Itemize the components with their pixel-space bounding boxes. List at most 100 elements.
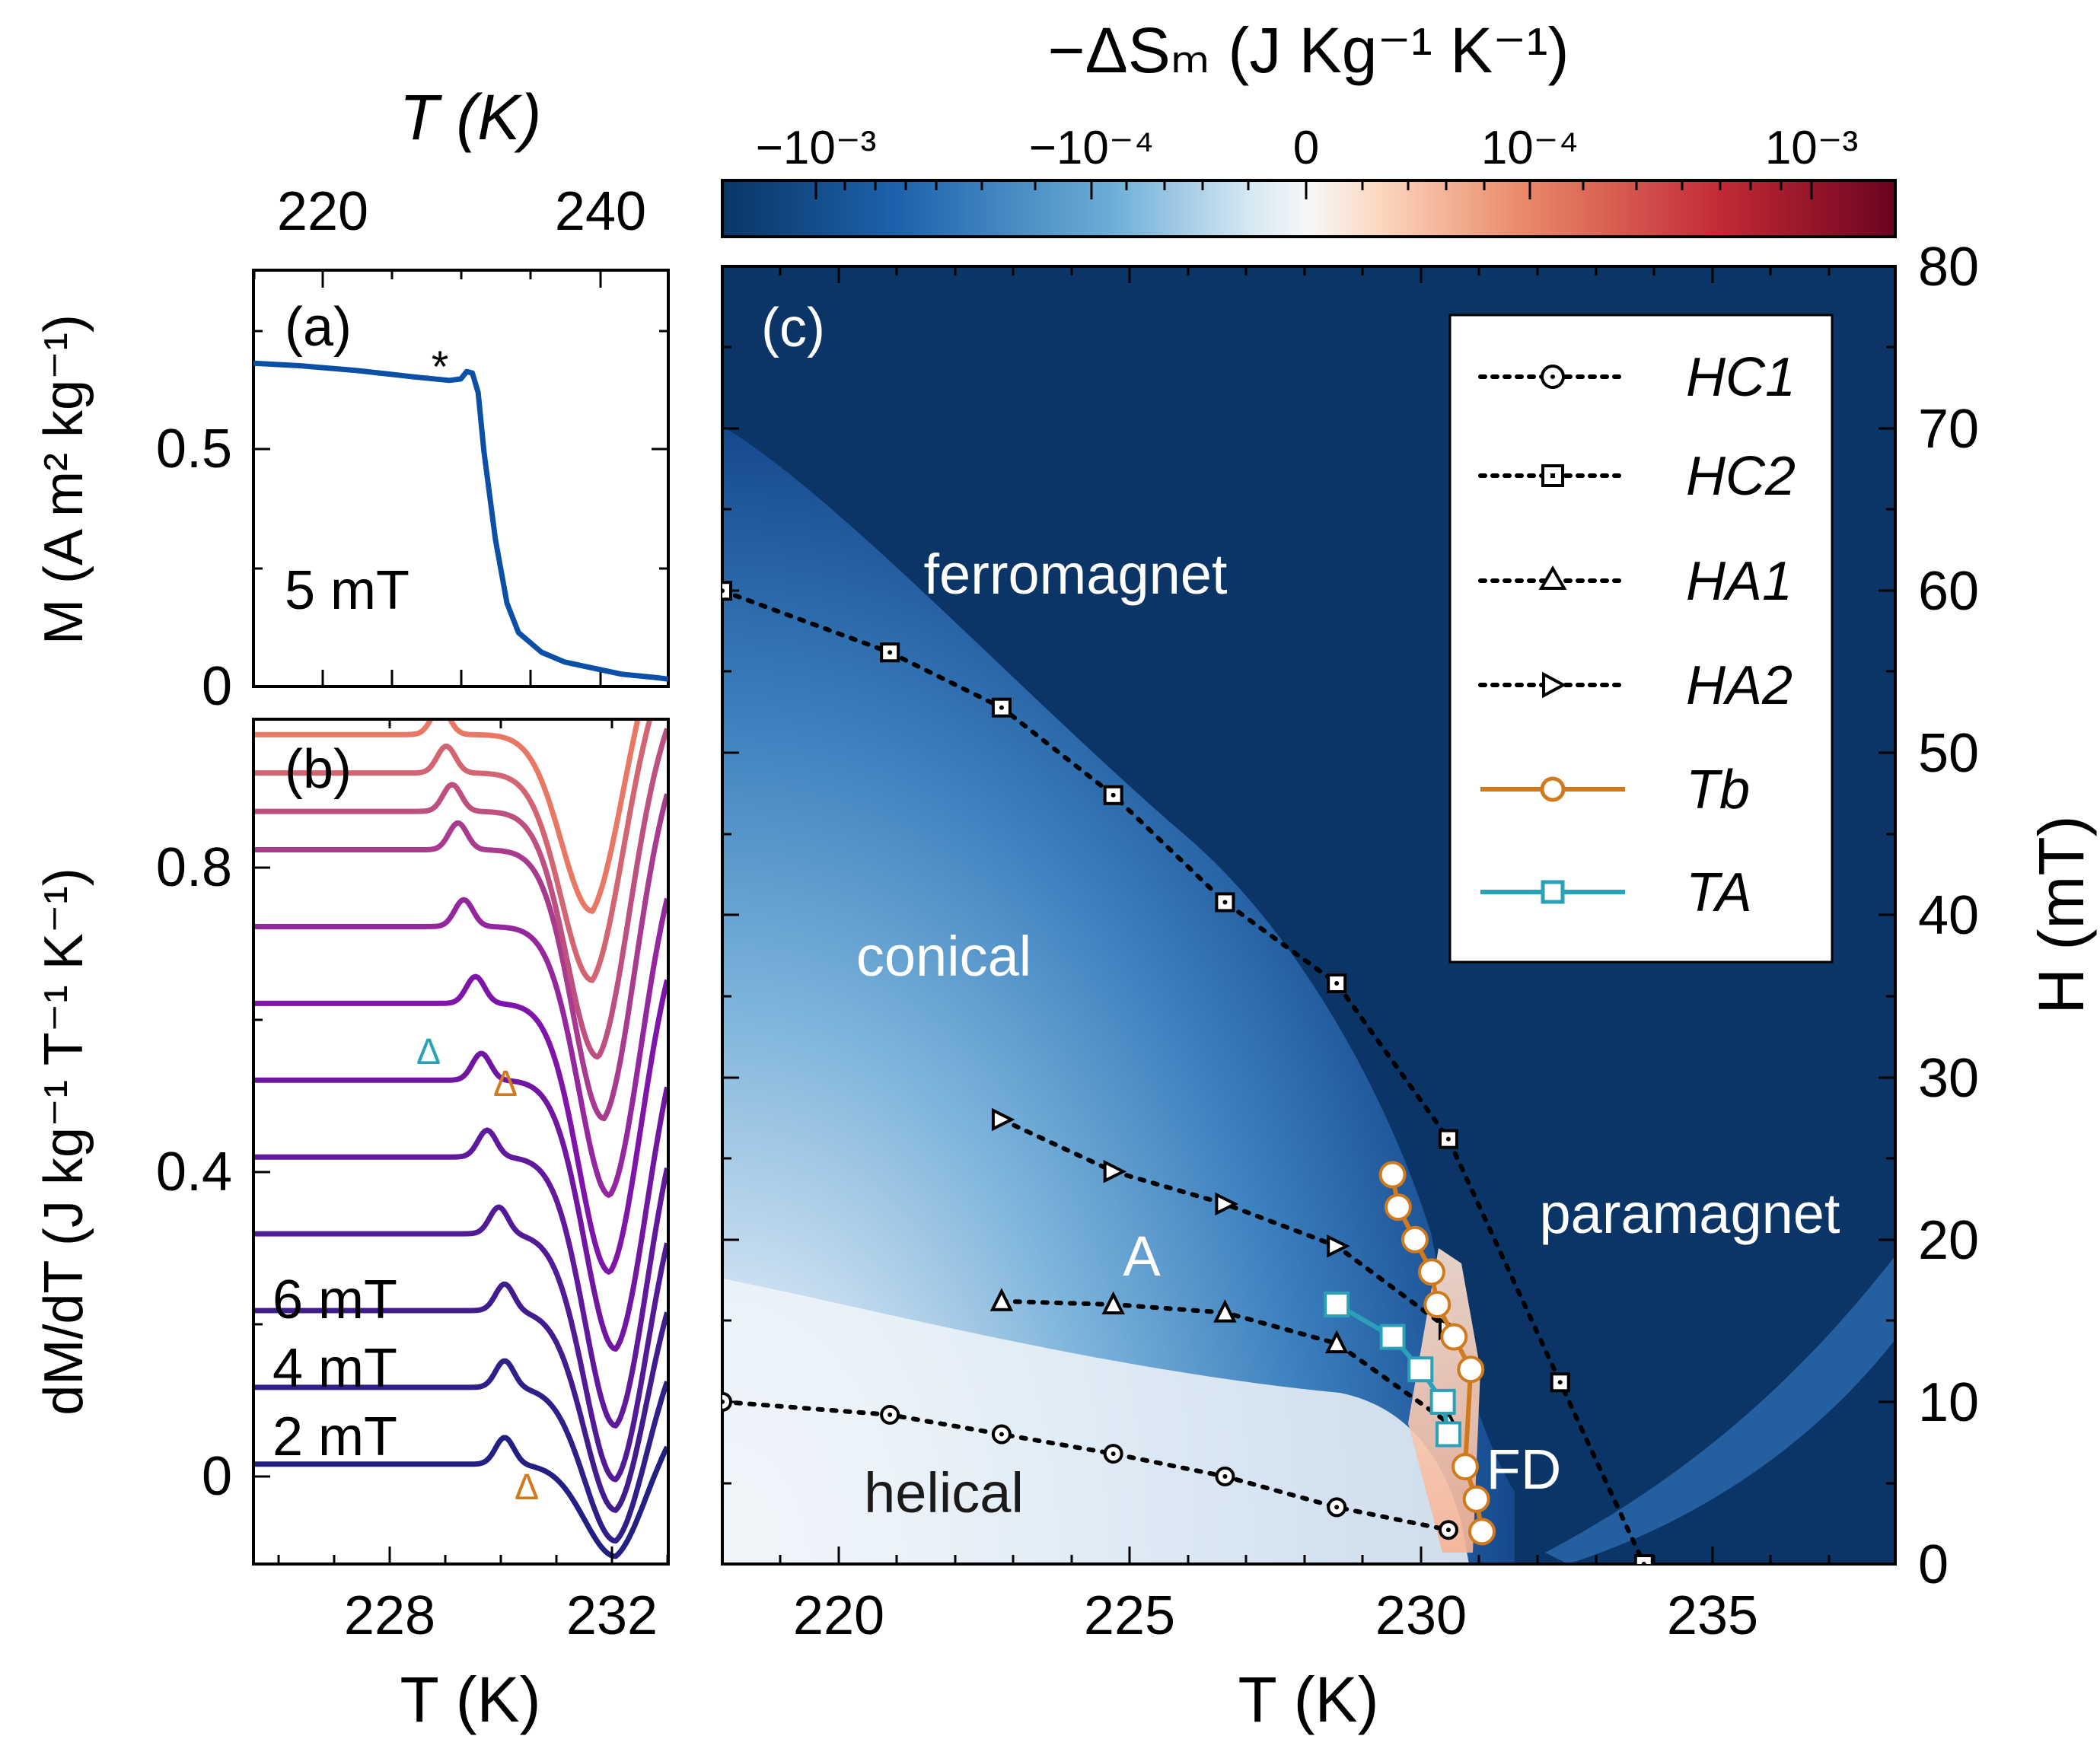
panel-c-xtick-label: 235 — [1667, 1585, 1758, 1646]
data-point-center — [1222, 900, 1228, 905]
panel-b-field-label: 2 mT — [272, 1406, 397, 1467]
series-hc1 — [722, 1391, 1458, 1540]
data-point-tb — [1457, 1355, 1485, 1384]
dmdt-curve — [253, 719, 653, 983]
panel-b-xtick-label: 232 — [566, 1585, 658, 1646]
legend-marker-triangle — [1538, 565, 1567, 590]
dmdt-curve — [253, 719, 641, 914]
legend-entry-ta: TA — [1480, 862, 1752, 923]
data-point-hc2 — [722, 581, 732, 601]
legend-label-ta: TA — [1686, 862, 1752, 923]
data-point-center — [887, 1412, 893, 1417]
panel-b-ticks — [253, 719, 669, 1564]
panel-c-ytick-label: 40 — [1918, 885, 1979, 946]
region-label-a: A — [1123, 1225, 1161, 1288]
data-point-ta — [1324, 1292, 1350, 1317]
legend-marker-circle — [1540, 776, 1566, 802]
colorbar-bar — [721, 179, 1897, 238]
data-point-tb — [1401, 1225, 1429, 1253]
data-point-ha1 — [989, 1288, 1014, 1311]
region-label-ferromagnet: ferromagnet — [924, 543, 1228, 606]
panel-c-series — [722, 581, 1654, 1564]
series-line-hc2 — [722, 588, 1646, 1564]
dmdt-curve — [253, 1204, 668, 1483]
dmdt-curve — [253, 897, 668, 1198]
data-point-tb — [1440, 1323, 1468, 1351]
data-point-ta — [1379, 1324, 1406, 1350]
colorbar-tick-label: −10⁻³ — [756, 122, 877, 174]
panel-c-ytick-label: 10 — [1918, 1372, 1979, 1433]
panel-c-ytick-label: 0 — [1918, 1534, 1949, 1595]
panel-b-ytick-label: 0.4 — [156, 1142, 232, 1203]
panel-c-ylabel: H (mT) — [2025, 815, 2097, 1014]
legend-label-ha2: HA2 — [1686, 655, 1792, 716]
data-point-ta — [1435, 1421, 1461, 1448]
legend-label-hc1: HC1 — [1686, 347, 1796, 408]
data-point-ta — [1429, 1388, 1456, 1415]
data-point-tb — [1423, 1291, 1452, 1318]
series-line-tb — [1390, 1172, 1484, 1534]
data-point-center — [1445, 1527, 1451, 1533]
data-point-ha2 — [991, 1107, 1015, 1132]
dmdt-curve — [253, 1435, 668, 1559]
panel-a: T (K) 220 240 0.5 0 M (A m² kg⁻¹) (a) 5 … — [33, 81, 670, 717]
colorbar-tick-labels: −10⁻³ −10⁻⁴ 0 10⁻⁴ 10⁻³ — [756, 122, 1858, 174]
panel-a-top-tick-label: 220 — [277, 181, 368, 242]
legend-box — [1448, 314, 1834, 964]
colorbar-tick-label: 0 — [1293, 122, 1319, 174]
dmdt-curve — [253, 1127, 668, 1429]
panel-b-marker-orange: Δ — [493, 1064, 518, 1104]
series-tb — [1378, 1161, 1496, 1546]
data-point-hc1 — [722, 1391, 732, 1412]
panel-c-ytick-label: 50 — [1918, 723, 1979, 784]
data-point-center — [1445, 1136, 1451, 1142]
dmdt-curve — [253, 793, 668, 1122]
series-hc2 — [722, 581, 1654, 1564]
data-point-center — [999, 1432, 1004, 1437]
data-point-center — [1334, 981, 1340, 986]
panel-b-label: (b) — [285, 739, 352, 800]
dmdt-curve — [253, 1358, 668, 1544]
panel-a-label: (a) — [285, 297, 352, 358]
panel-a-frame — [252, 269, 670, 688]
panel-b-marker-cyan: Δ — [416, 1032, 441, 1072]
data-point-center — [1222, 1473, 1228, 1479]
panel-c-ytick-label: 30 — [1918, 1048, 1979, 1109]
heatmap-paramagnet-cone — [1545, 1256, 1895, 1564]
data-point-tb — [1378, 1161, 1407, 1189]
colorbar-label: −ΔSₘ (J Kg⁻¹ K⁻¹) — [1048, 14, 1569, 86]
panel-b-xtick-label: 228 — [344, 1585, 435, 1646]
panel-c: 220 225 230 235 T (K) 0 10 20 30 40 50 6… — [721, 237, 2097, 1735]
panel-a-field-label: 5 mT — [285, 560, 409, 621]
legend-entry-tb: Tb — [1480, 760, 1750, 820]
colorbar: −ΔSₘ (J Kg⁻¹ K⁻¹) −10⁻³ −10⁻⁴ 0 10⁻⁴ 10⁻… — [721, 14, 1897, 238]
data-point-center — [722, 1399, 725, 1404]
panel-b-curves — [253, 719, 668, 1559]
data-point-center — [1557, 1380, 1563, 1385]
data-point-tb — [1384, 1193, 1412, 1222]
panel-c-xlabel: T (K) — [1238, 1664, 1378, 1735]
legend-label-hc2: HC2 — [1686, 446, 1796, 507]
panel-c-label: (c) — [761, 298, 825, 358]
data-point-tb — [1451, 1453, 1479, 1481]
panel-c-ytick-label: 60 — [1918, 561, 1979, 622]
data-point-ta — [1407, 1356, 1434, 1383]
legend-marker-right-triangle — [1542, 671, 1567, 699]
data-point-center — [1334, 1505, 1340, 1510]
legend-marker-square — [1541, 880, 1565, 904]
dmdt-curve — [253, 973, 668, 1275]
dmdt-curve — [253, 1050, 668, 1352]
panel-a-ytick-label: 0.5 — [156, 419, 232, 479]
data-point-ha1 — [1324, 1330, 1349, 1354]
region-label-conical: conical — [856, 925, 1031, 988]
legend-label-ha1: HA1 — [1686, 551, 1792, 612]
legend-marker-square — [1541, 464, 1564, 487]
panel-a-ytick-label: 0 — [202, 656, 232, 717]
data-point-center — [887, 650, 893, 655]
legend-marker-dot — [1550, 374, 1555, 379]
data-point-tb — [1467, 1518, 1496, 1546]
panel-b-xlabel: T (K) — [400, 1664, 540, 1735]
colorbar-ticks — [814, 180, 1813, 199]
panel-b-frame — [252, 718, 670, 1566]
